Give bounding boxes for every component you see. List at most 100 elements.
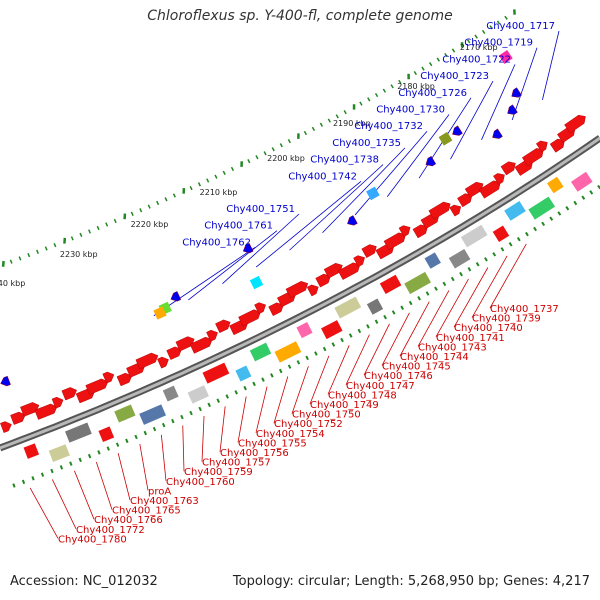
gene-box[interactable] (424, 252, 441, 269)
gene-label-top[interactable]: Chy400_1732 (354, 121, 423, 132)
gene-forward[interactable] (51, 395, 65, 409)
gene-forward[interactable] (254, 300, 268, 315)
gene-forward[interactable] (102, 370, 116, 384)
gene-label-top[interactable]: Chy400_1751 (226, 204, 295, 215)
gene-box[interactable] (366, 298, 384, 315)
gene-label-top[interactable]: Chy400_1717 (486, 21, 555, 32)
gene-label-bottom[interactable]: Chy400_1737 (490, 304, 559, 315)
gene-box[interactable] (139, 404, 166, 425)
gene-forward[interactable] (157, 355, 170, 369)
gene-label-bottom[interactable]: Chy400_1780 (58, 534, 127, 545)
gene-box[interactable] (528, 196, 556, 220)
gene-forward[interactable] (215, 318, 232, 333)
gene-reverse[interactable] (345, 215, 358, 227)
gene-box[interactable] (404, 271, 431, 295)
gene-forward[interactable] (398, 223, 413, 237)
gene-box[interactable] (187, 385, 209, 404)
gene-reverse[interactable] (505, 104, 518, 117)
gene-forward[interactable] (206, 328, 219, 342)
feature-box[interactable] (498, 50, 513, 64)
feature-box[interactable] (366, 186, 380, 201)
gene-forward[interactable] (449, 202, 464, 217)
gene-label-bottom[interactable]: Chy400_1757 (202, 458, 271, 469)
gene-forward[interactable] (61, 386, 79, 401)
gene-reverse[interactable] (450, 125, 463, 138)
gene-box[interactable] (296, 322, 313, 339)
gene-label-top[interactable]: Chy400_1730 (376, 105, 445, 116)
gene-box[interactable] (202, 362, 230, 384)
gene-label-bottom[interactable]: Chy400_1747 (346, 381, 415, 392)
gene-box[interactable] (448, 248, 471, 269)
gene-features[interactable] (0, 50, 593, 462)
gene-label-bottom[interactable]: Chy400_1746 (364, 371, 433, 382)
gene-label-bottom[interactable]: Chy400_1744 (400, 352, 469, 363)
gene-forward[interactable] (383, 230, 408, 251)
feature-box[interactable] (249, 275, 264, 290)
gene-forward[interactable] (500, 159, 518, 176)
gene-forward[interactable] (85, 377, 110, 395)
gene-label-bottom[interactable]: Chy400_1756 (220, 448, 289, 459)
gene-reverse[interactable] (509, 87, 522, 100)
gene-labels[interactable]: Chy400_1717 Chy400_1719 Chy400_1722 Chy400_… (58, 21, 559, 545)
gene-forward[interactable] (285, 279, 310, 299)
gene-forward[interactable] (521, 146, 546, 167)
gene-forward[interactable] (428, 199, 453, 220)
gene-reverse[interactable] (424, 155, 437, 168)
gene-forward[interactable] (412, 222, 430, 239)
gene-forward[interactable] (135, 351, 160, 370)
gene-forward[interactable] (34, 402, 59, 420)
gene-box[interactable] (504, 201, 526, 221)
gene-label-bottom[interactable]: Chy400_1752 (274, 419, 343, 430)
gene-forward[interactable] (323, 261, 345, 279)
gene-box[interactable] (321, 320, 343, 340)
gene-label-top[interactable]: Chy400_1735 (332, 138, 401, 149)
gene-forward[interactable] (564, 112, 589, 134)
gene-box[interactable] (570, 171, 593, 192)
gene-forward[interactable] (20, 401, 40, 417)
gene-forward[interactable] (175, 335, 197, 352)
gene-forward[interactable] (116, 371, 134, 387)
gene-reverse[interactable] (169, 291, 182, 303)
gene-label-bottom[interactable]: Chy400_1740 (454, 323, 523, 334)
gene-forward[interactable] (353, 253, 368, 268)
gene-label-top[interactable]: Chy400_1761 (204, 221, 273, 232)
gene-label-top[interactable]: Chy400_1742 (288, 171, 357, 182)
gene-label-bottom[interactable]: Chy400_1760 (166, 477, 235, 488)
gene-box[interactable] (162, 385, 179, 402)
gene-label-top[interactable]: Chy400_1722 (442, 54, 511, 65)
gene-label-bottom[interactable]: Chy400_1754 (256, 429, 325, 440)
gene-box[interactable] (274, 341, 302, 363)
gene-box[interactable] (235, 365, 252, 382)
gene-forward[interactable] (306, 283, 320, 297)
gene-box[interactable] (48, 444, 70, 462)
gene-label-bottom[interactable]: Chy400_1772 (76, 525, 145, 536)
gene-forward[interactable] (0, 420, 13, 433)
gene-reverse[interactable] (490, 128, 503, 141)
gene-label-top[interactable]: Chy400_1738 (310, 155, 379, 166)
feature-box[interactable] (438, 131, 453, 146)
gene-label-bottom[interactable]: Chy400_1750 (292, 410, 361, 421)
gene-label-bottom[interactable]: proA (148, 486, 171, 497)
gene-label-bottom[interactable]: Chy400_1763 (130, 496, 199, 507)
gene-box[interactable] (249, 342, 272, 362)
gene-label-bottom[interactable]: Chy400_1749 (310, 400, 379, 411)
gene-forward[interactable] (337, 260, 362, 280)
gene-reverse[interactable] (241, 242, 254, 255)
gene-label-bottom[interactable]: Chy400_1748 (328, 390, 397, 401)
gene-box[interactable] (65, 422, 92, 443)
gene-forward[interactable] (464, 180, 486, 198)
gene-forward[interactable] (457, 191, 474, 208)
gene-box[interactable] (114, 404, 136, 423)
gene-label-top[interactable]: Chy400_1762 (182, 237, 251, 248)
gene-box[interactable] (460, 224, 488, 248)
gene-forward[interactable] (478, 178, 503, 199)
gene-label-bottom[interactable]: Chy400_1743 (418, 342, 487, 353)
gene-label-bottom[interactable]: Chy400_1766 (94, 515, 163, 526)
gene-box[interactable] (546, 176, 564, 194)
gene-box[interactable] (23, 443, 40, 459)
gene-label-top[interactable]: Chy400_1723 (420, 71, 489, 82)
gene-label-top[interactable]: Chy400_1719 (464, 38, 533, 49)
gene-forward[interactable] (493, 171, 507, 185)
gene-forward[interactable] (189, 335, 214, 354)
gene-forward[interactable] (268, 300, 286, 316)
